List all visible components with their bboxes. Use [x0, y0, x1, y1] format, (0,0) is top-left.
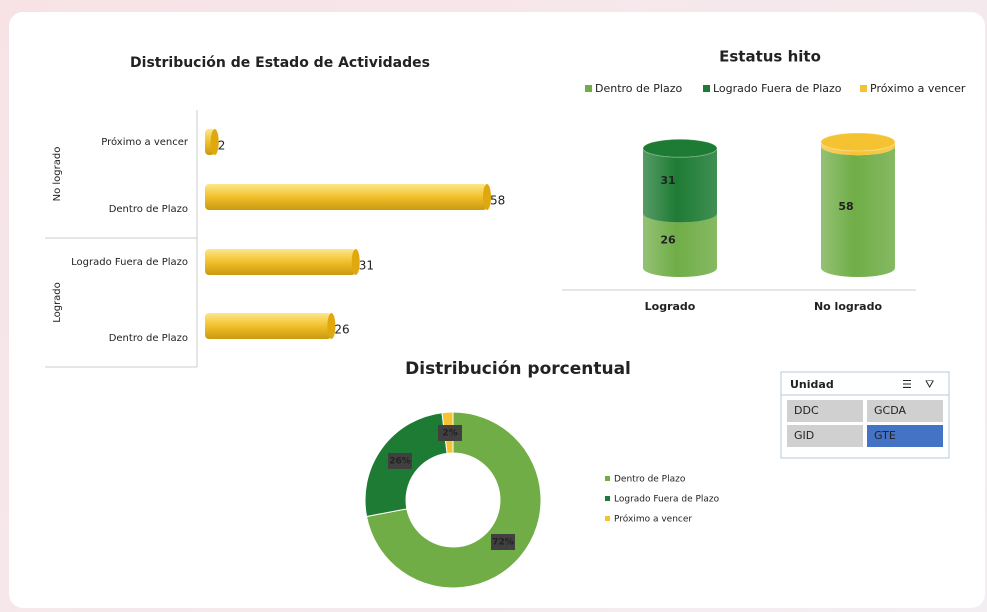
legend-label: Próximo a vencer — [870, 82, 966, 95]
data-label: 26 — [660, 234, 676, 247]
cylinder-segment — [643, 213, 717, 277]
slicer-item[interactable]: GCDA — [874, 404, 906, 417]
legend-swatch — [860, 85, 867, 92]
legend-label: Logrado Fuera de Plazo — [614, 495, 720, 505]
data-label: 31 — [359, 259, 374, 273]
slicer-item[interactable]: GTE — [874, 429, 896, 442]
legend-swatch — [585, 85, 592, 92]
slicer-button[interactable] — [787, 425, 863, 447]
data-label: 58 — [838, 200, 853, 213]
cylinder-segment — [821, 142, 895, 156]
category-label: Próximo a vencer — [101, 136, 189, 148]
data-label: 72% — [492, 538, 514, 548]
clear-filter-icon[interactable]: ⛛ — [925, 378, 934, 391]
cylinder-top — [820, 132, 896, 152]
data-label: 31 — [660, 174, 675, 187]
bar — [205, 184, 487, 210]
x-tick-label: No logrado — [814, 300, 883, 313]
legend-swatch — [605, 496, 610, 501]
legend-label: Logrado Fuera de Plazo — [713, 82, 842, 95]
bar-cap — [351, 249, 360, 275]
data-label-box — [491, 534, 515, 550]
slicer-button[interactable] — [867, 400, 943, 422]
data-label-box — [438, 425, 462, 441]
group-label: No logrado — [52, 147, 63, 202]
cylinder-segment — [643, 148, 717, 223]
bar — [205, 313, 332, 339]
legend-swatch — [605, 516, 610, 521]
slicer-button[interactable] — [787, 400, 863, 422]
data-label: 2% — [442, 429, 457, 439]
category-label: Dentro de Plazo — [109, 204, 188, 215]
data-label: 58 — [490, 194, 505, 208]
legend-swatch — [605, 476, 610, 481]
card — [9, 12, 985, 608]
data-label: 2 — [218, 139, 226, 153]
slicer-item[interactable]: GID — [794, 429, 814, 442]
chart-title: Distribución porcentual — [405, 359, 631, 379]
legend-swatch — [703, 85, 710, 92]
multi-select-icon[interactable]: ☰ — [902, 378, 912, 391]
bar-cap — [483, 184, 491, 210]
x-tick-label: Logrado — [645, 300, 696, 313]
group-label: Logrado — [52, 282, 63, 323]
legend-label: Próximo a vencer — [614, 514, 692, 525]
bar-cap — [210, 129, 219, 155]
category-label: Dentro de Plazo — [109, 333, 188, 344]
bar — [205, 249, 356, 275]
slicer-item[interactable]: DDC — [794, 404, 819, 417]
cylinder-top — [642, 138, 718, 158]
chart-title: Estatus hito — [719, 48, 821, 66]
legend-label: Dentro de Plazo — [614, 475, 686, 485]
slicer-button[interactable] — [867, 425, 943, 447]
data-label-box — [388, 453, 412, 469]
slicer-title: Unidad — [790, 378, 834, 391]
legend-label: Dentro de Plazo — [595, 82, 682, 95]
data-label: 26% — [389, 457, 411, 467]
cylinder-segment — [821, 146, 895, 277]
category-label: Logrado Fuera de Plazo — [71, 257, 188, 268]
bar-cap — [327, 313, 336, 339]
data-label: 26 — [334, 323, 349, 337]
chart-title: Distribución de Estado de Actividades — [130, 55, 430, 71]
